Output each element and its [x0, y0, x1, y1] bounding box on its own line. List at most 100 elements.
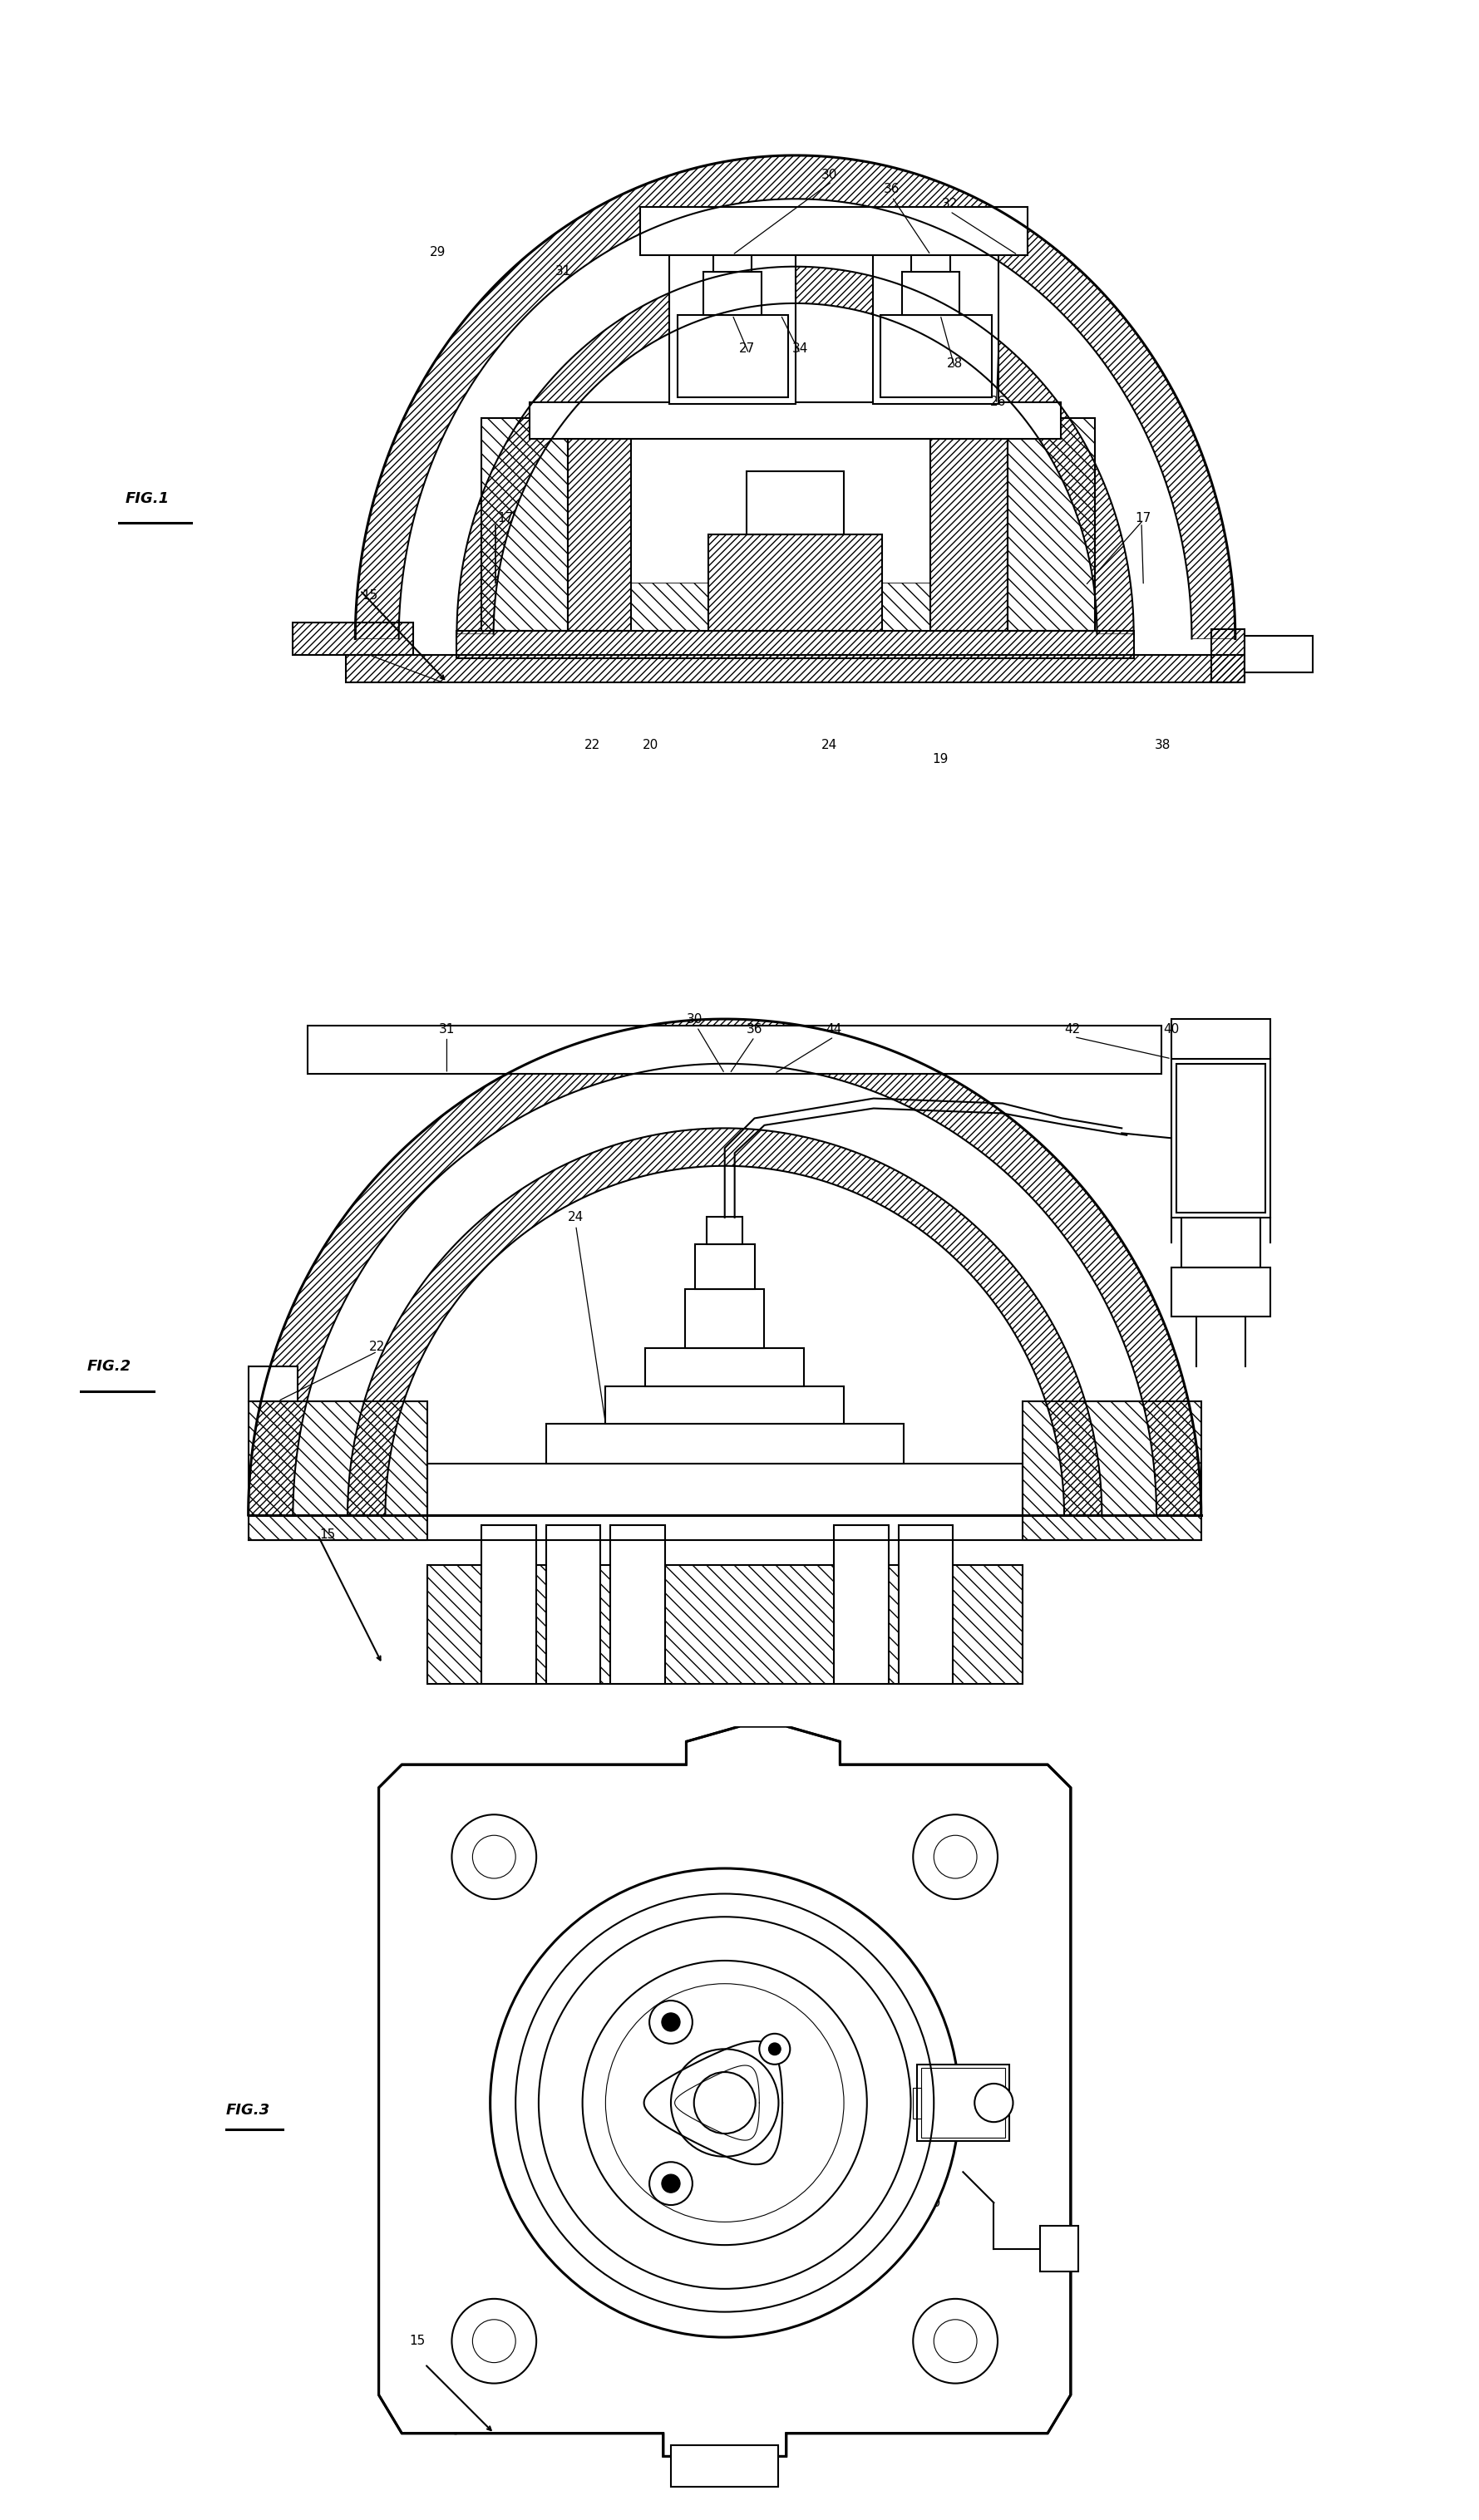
Text: 27: 27 [632, 2155, 648, 2167]
Bar [713, 255, 751, 272]
Text: 34: 34 [793, 343, 808, 355]
Bar [640, 207, 1028, 255]
Text: 42: 42 [1063, 1023, 1080, 1036]
Bar [911, 255, 950, 272]
Bar [1009, 418, 1094, 630]
Bar [898, 1525, 952, 1683]
Bar [546, 1525, 600, 1683]
Circle shape [933, 1835, 978, 1877]
Bar [308, 1026, 1161, 1074]
Bar [834, 1525, 889, 1683]
Circle shape [913, 1814, 998, 1900]
Bar [248, 1401, 427, 1540]
Circle shape [472, 2318, 516, 2364]
Circle shape [583, 1961, 867, 2245]
Text: 38: 38 [1155, 738, 1171, 751]
Bar [481, 418, 568, 630]
Bar [880, 315, 991, 398]
Text: 40: 40 [1164, 1023, 1179, 1036]
Bar [482, 1525, 535, 1683]
Bar [457, 630, 1134, 658]
Text: 28: 28 [947, 358, 963, 370]
Text: 36: 36 [884, 184, 901, 197]
Bar [1171, 1268, 1270, 1315]
Bar [685, 1288, 765, 1348]
Text: 44: 44 [825, 1023, 842, 1036]
Circle shape [913, 2298, 998, 2384]
Text: 20: 20 [642, 738, 658, 751]
Text: 17: 17 [1136, 512, 1151, 524]
Bar [645, 1348, 805, 1386]
Bar [1171, 1018, 1270, 1058]
Circle shape [694, 2071, 756, 2134]
Bar [677, 315, 788, 398]
Bar [913, 2087, 921, 2119]
Text: 44: 44 [740, 2092, 756, 2104]
Bar [568, 418, 632, 630]
Circle shape [769, 2044, 781, 2056]
Text: 30: 30 [686, 1013, 703, 1026]
Text: 17: 17 [497, 512, 513, 524]
Bar [747, 471, 843, 534]
Text: 22: 22 [584, 738, 600, 751]
Bar [747, 471, 843, 534]
Bar [546, 1424, 904, 1464]
Text: 31: 31 [555, 265, 571, 277]
Circle shape [649, 2001, 692, 2044]
Bar [695, 1245, 754, 1288]
Bar [346, 655, 1245, 683]
Text: 22: 22 [370, 1341, 386, 1353]
Text: 36: 36 [747, 1023, 763, 1036]
Text: 26: 26 [991, 396, 1006, 408]
Polygon shape [379, 1726, 1071, 2457]
Text: 29: 29 [429, 247, 445, 257]
Bar [930, 418, 1009, 630]
Circle shape [975, 2084, 1013, 2122]
Bar [898, 1525, 952, 1683]
Bar [834, 1525, 889, 1683]
Circle shape [490, 1867, 960, 2336]
Bar [670, 255, 796, 403]
Bar [1211, 630, 1245, 683]
Bar [640, 207, 1028, 255]
Text: 19: 19 [932, 753, 948, 766]
Text: FIG.2: FIG.2 [87, 1358, 132, 1373]
Bar [605, 1386, 845, 1424]
Circle shape [451, 1814, 537, 1900]
Bar [685, 1288, 765, 1348]
Bar [1171, 1058, 1270, 1217]
Bar [930, 418, 1009, 630]
Bar [902, 272, 960, 315]
Bar [671, 2444, 778, 2487]
Bar [427, 1464, 1022, 1515]
Bar [1022, 1401, 1201, 1540]
Bar [529, 401, 1060, 438]
Text: 32: 32 [942, 197, 958, 209]
Bar [1211, 630, 1245, 683]
Text: 24: 24 [568, 1212, 584, 1225]
Circle shape [933, 2318, 978, 2364]
Text: 15: 15 [319, 1530, 336, 1542]
Bar [427, 1565, 1022, 1683]
Text: 30: 30 [821, 169, 837, 181]
Text: 15: 15 [362, 590, 377, 602]
Circle shape [661, 2013, 680, 2031]
Text: 31: 31 [439, 1023, 456, 1036]
Text: 40: 40 [924, 2197, 941, 2210]
Bar [611, 1525, 666, 1683]
Text: 30: 30 [682, 2084, 698, 2097]
Bar [1009, 418, 1094, 630]
Bar [873, 255, 998, 403]
Bar [632, 582, 708, 630]
Bar [707, 1217, 742, 1245]
Bar [1022, 1401, 1201, 1540]
Circle shape [538, 1918, 911, 2288]
Circle shape [472, 1835, 516, 1877]
Bar [880, 315, 991, 398]
Circle shape [671, 2049, 778, 2157]
Bar [546, 1424, 904, 1464]
Bar [1245, 635, 1313, 673]
Bar [293, 622, 413, 655]
Bar [708, 534, 883, 630]
Bar [921, 2069, 1006, 2137]
